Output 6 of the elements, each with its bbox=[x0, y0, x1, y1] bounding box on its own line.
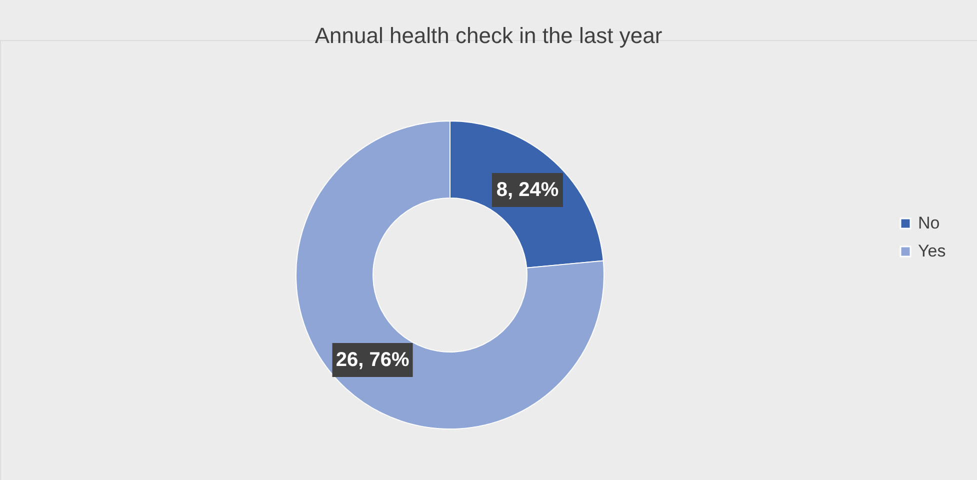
legend-label: Yes bbox=[918, 242, 946, 260]
data-label: 26, 76% bbox=[336, 348, 410, 371]
chart-title: Annual health check in the last year bbox=[314, 23, 662, 48]
donut-slice bbox=[296, 120, 604, 430]
legend-label: No bbox=[918, 214, 940, 232]
data-label: 8, 24% bbox=[496, 179, 559, 202]
